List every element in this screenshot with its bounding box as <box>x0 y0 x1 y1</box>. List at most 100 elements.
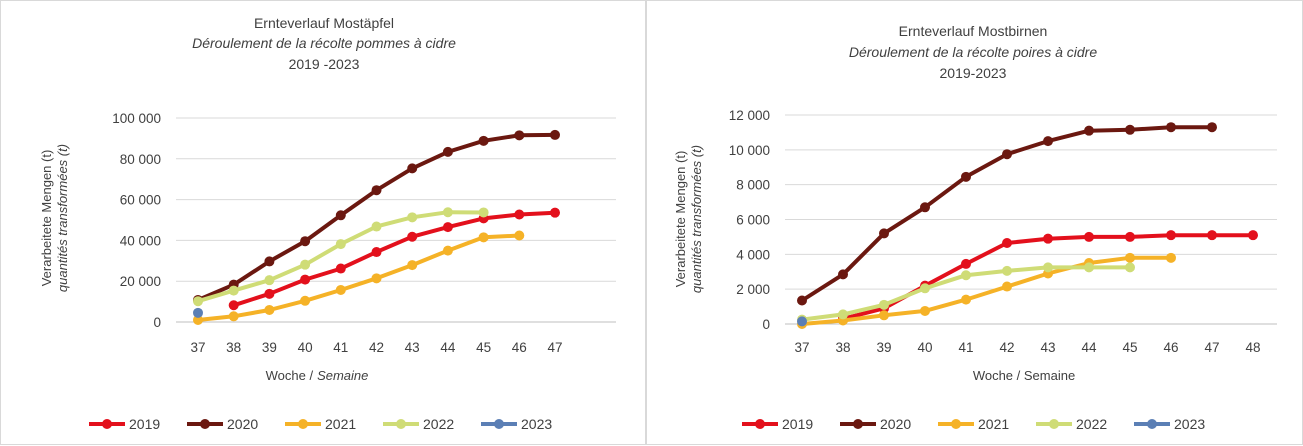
legend-item-2019: 2019 <box>742 416 813 432</box>
data-point <box>920 202 930 213</box>
data-point <box>371 247 382 258</box>
legend-label: 2023 <box>1174 416 1205 432</box>
y-axis-title-fr: quantités transformées (t) <box>689 145 704 293</box>
legend-marker <box>298 419 308 429</box>
x-tick-label: 38 <box>226 340 241 355</box>
x-tick-label: 37 <box>794 340 809 355</box>
x-tick-label: 47 <box>547 340 562 355</box>
series-line <box>800 255 1173 326</box>
data-point <box>300 236 311 247</box>
x-axis-title-de: Woche / <box>266 368 314 383</box>
data-point <box>264 275 275 286</box>
x-tick-label: 40 <box>298 340 313 355</box>
x-tick-label: 45 <box>1122 340 1137 355</box>
data-point <box>335 263 346 274</box>
x-axis-ticks: 37 38 39 40 41 42 43 44 45 46 47 48 <box>794 340 1260 355</box>
data-point <box>228 311 239 322</box>
data-point <box>300 274 311 285</box>
x-tick-label: 48 <box>1245 340 1260 355</box>
data-point <box>1002 149 1012 160</box>
data-point <box>1166 252 1176 263</box>
x-axis-title-fr: Semaine <box>317 368 368 383</box>
x-tick-label: 44 <box>440 340 456 355</box>
data-point <box>300 295 311 306</box>
chart-panel-pears: Ernteverlauf Mostbirnen Déroulement de l… <box>646 0 1303 445</box>
data-point <box>879 228 889 239</box>
y-axis-title-de: Verarbeitete Mengen (t) <box>673 151 688 288</box>
data-point <box>442 245 453 256</box>
legend-marker <box>1147 419 1157 429</box>
data-point <box>1084 231 1094 242</box>
data-point <box>1207 230 1217 241</box>
chart-title: Ernteverlauf Mostbirnen <box>899 23 1048 39</box>
x-tick-label: 47 <box>1204 340 1219 355</box>
y-tick-label: 6 000 <box>736 213 770 228</box>
legend-marker <box>200 419 210 429</box>
data-point <box>371 185 382 196</box>
series-2021 <box>193 230 525 325</box>
data-point <box>1002 265 1012 276</box>
data-point <box>514 209 525 220</box>
x-axis-title: Woche / Semaine <box>973 368 1075 383</box>
data-point <box>1084 125 1094 136</box>
chart-title: Ernteverlauf Mostäpfel <box>254 15 394 31</box>
chart-period: 2019 -2023 <box>289 56 360 72</box>
data-point <box>193 296 203 307</box>
x-axis-title: Woche / Semaine <box>266 368 369 383</box>
data-point <box>797 295 807 306</box>
data-point <box>228 285 239 296</box>
data-point <box>1166 230 1176 241</box>
pear-harvest-chart: Ernteverlauf Mostbirnen Déroulement de l… <box>673 23 1277 432</box>
y-tick-label: 8 000 <box>736 178 770 193</box>
legend-label: 2022 <box>1076 416 1107 432</box>
data-point <box>961 294 971 305</box>
data-point <box>264 304 275 315</box>
data-point <box>920 305 930 316</box>
y-tick-label: 10 000 <box>729 143 770 158</box>
legend-label: 2022 <box>423 416 454 432</box>
x-tick-label: 40 <box>917 340 932 355</box>
x-tick-label: 45 <box>476 340 491 355</box>
y-axis-ticks: 0 20 000 40 000 60 000 80 000 100 000 <box>112 111 161 330</box>
chart-period: 2019-2023 <box>940 65 1007 81</box>
legend-item-2022: 2022 <box>1036 416 1107 432</box>
data-point <box>838 269 848 280</box>
y-tick-label: 20 000 <box>120 274 161 289</box>
legend-item-2021: 2021 <box>938 416 1009 432</box>
data-point <box>407 163 418 174</box>
data-point <box>442 207 453 218</box>
data-point <box>264 256 275 267</box>
data-point <box>335 284 346 295</box>
series-line <box>196 233 522 322</box>
series-line <box>231 210 557 308</box>
x-tick-label: 41 <box>958 340 973 355</box>
data-point <box>442 222 453 233</box>
data-point <box>371 221 382 232</box>
y-axis-ticks: 0 2 000 4 000 6 000 8 000 10 000 12 000 <box>729 108 770 332</box>
data-point <box>1043 262 1053 273</box>
data-point <box>300 259 311 270</box>
data-point <box>478 232 489 243</box>
data-point <box>879 310 889 321</box>
data-point <box>1125 262 1135 273</box>
data-point <box>371 273 382 284</box>
data-point <box>335 239 346 250</box>
y-tick-label: 0 <box>762 317 770 332</box>
data-point <box>407 260 418 271</box>
y-tick-label: 12 000 <box>729 108 770 123</box>
data-point <box>961 270 971 281</box>
x-tick-label: 43 <box>1040 340 1055 355</box>
y-tick-label: 0 <box>153 315 161 330</box>
series-2022 <box>193 207 489 307</box>
legend-item-2023: 2023 <box>481 416 552 432</box>
legend-marker <box>396 419 406 429</box>
data-point <box>407 212 418 223</box>
data-point <box>193 307 203 318</box>
data-point <box>228 300 239 311</box>
data-point <box>838 309 848 320</box>
x-tick-label: 37 <box>190 340 205 355</box>
x-tick-label: 44 <box>1081 340 1097 355</box>
y-tick-label: 60 000 <box>120 193 161 208</box>
legend-label: 2019 <box>782 416 813 432</box>
chart-panel-apples: Ernteverlauf Mostäpfel Déroulement de la… <box>0 0 646 445</box>
